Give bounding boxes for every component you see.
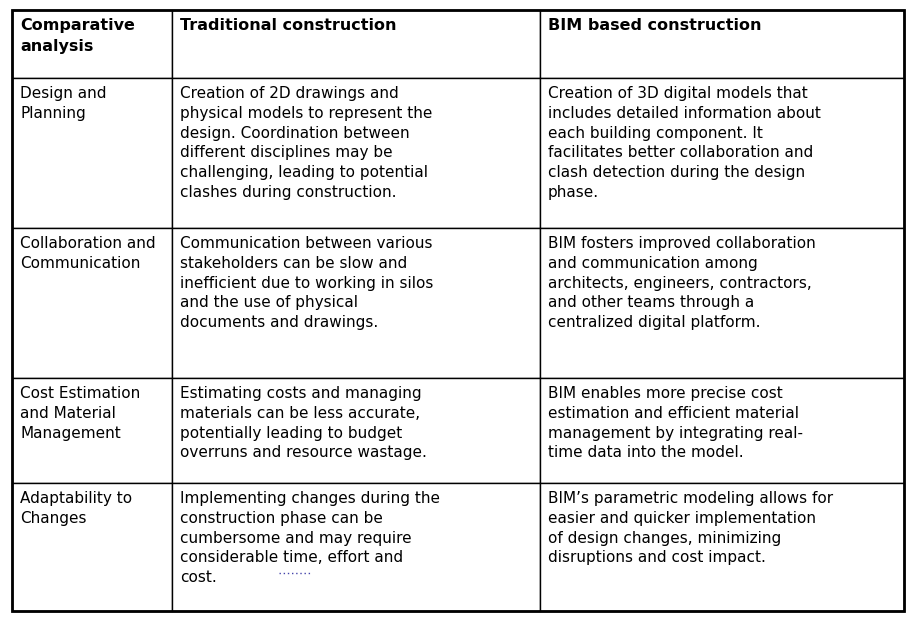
Text: Traditional construction: Traditional construction (180, 18, 397, 33)
Text: Cost Estimation
and Material
Management: Cost Estimation and Material Management (20, 386, 140, 441)
Text: Estimating costs and managing
materials can be less accurate,
potentially leadin: Estimating costs and managing materials … (180, 386, 427, 460)
Bar (540, 78, 904, 228)
Bar (172, 78, 540, 228)
Bar (172, 228, 540, 378)
Text: BIM fosters improved collaboration
and communication among
architects, engineers: BIM fosters improved collaboration and c… (548, 236, 816, 330)
Text: Implementing changes during the
construction phase can be
cumbersome and may req: Implementing changes during the construc… (180, 491, 440, 585)
Bar (12, 10, 172, 78)
Bar (172, 483, 540, 611)
Bar (540, 228, 904, 378)
Bar (540, 378, 904, 483)
Text: Creation of 3D digital models that
includes detailed information about
each buil: Creation of 3D digital models that inclu… (548, 86, 821, 200)
Bar (540, 10, 904, 78)
Text: Design and
Planning: Design and Planning (20, 86, 106, 121)
Bar (540, 483, 904, 611)
Bar (12, 78, 172, 228)
Bar (12, 378, 172, 483)
Text: Communication between various
stakeholders can be slow and
inefficient due to wo: Communication between various stakeholde… (180, 236, 433, 330)
Text: Comparative
analysis: Comparative analysis (20, 18, 135, 54)
Text: BIM enables more precise cost
estimation and efficient material
management by in: BIM enables more precise cost estimation… (548, 386, 803, 460)
Text: BIM’s parametric modeling allows for
easier and quicker implementation
of design: BIM’s parametric modeling allows for eas… (548, 491, 834, 565)
Text: Collaboration and
Communication: Collaboration and Communication (20, 236, 156, 271)
Text: BIM based construction: BIM based construction (548, 18, 761, 33)
Bar (172, 378, 540, 483)
Bar (12, 228, 172, 378)
Text: Adaptability to
Changes: Adaptability to Changes (20, 491, 132, 526)
Text: Creation of 2D drawings and
physical models to represent the
design. Coordinatio: Creation of 2D drawings and physical mod… (180, 86, 432, 200)
Bar (12, 483, 172, 611)
Bar (172, 10, 540, 78)
